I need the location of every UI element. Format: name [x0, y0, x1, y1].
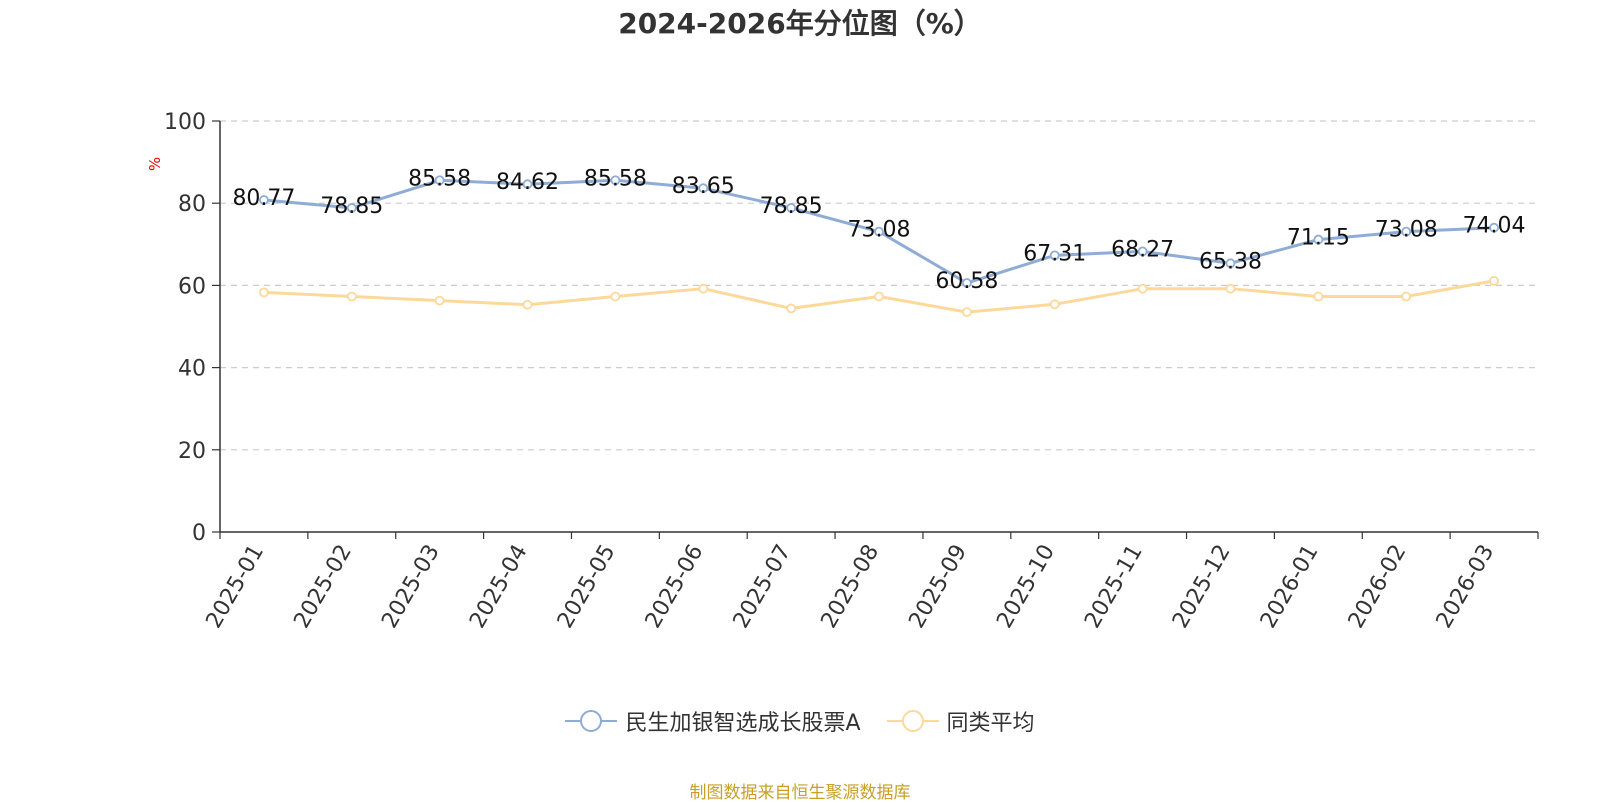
- data-point: [1049, 299, 1060, 310]
- data-point: [346, 291, 357, 302]
- chart-title: 2024-2026年分位图（%）: [618, 7, 982, 40]
- data-point: [346, 203, 357, 213]
- data-point: [259, 287, 269, 298]
- data-label: 67.31: [1023, 241, 1086, 266]
- y-tick-label: 0: [192, 521, 206, 546]
- legend-label: 民生加银智选成长股票A: [625, 711, 861, 736]
- data-label: 74.04: [1463, 214, 1526, 239]
- legend-swatch-icon: [565, 710, 618, 732]
- x-tick-label: 2025-11: [1080, 541, 1148, 633]
- data-label: 80.77: [232, 186, 295, 211]
- y-tick-label: 40: [178, 357, 206, 382]
- data-point: [1137, 283, 1148, 294]
- data-point: [1137, 246, 1148, 257]
- y-tick-label: 60: [178, 274, 206, 299]
- data-point: [1401, 291, 1412, 302]
- data-label: 84.62: [496, 170, 559, 195]
- data-point: [1489, 275, 1499, 286]
- data-point: [1225, 258, 1236, 269]
- x-tick-label: 2026-03: [1432, 541, 1500, 633]
- axes: 0 20 40 60 80 100 2025-01 2025-02 2025-03 2025-04…: [164, 110, 1539, 633]
- data-label: 68.27: [1111, 237, 1174, 262]
- data-point: [1049, 250, 1060, 261]
- data-point: [610, 175, 621, 186]
- y-axis-label: %: [146, 157, 164, 171]
- data-point: [874, 291, 884, 302]
- x-tick-label: 2025-03: [377, 541, 445, 633]
- x-tick-label: 2025-07: [729, 541, 797, 633]
- data-label: 73.08: [1375, 218, 1438, 243]
- data-point: [434, 295, 445, 306]
- data-point: [610, 291, 621, 302]
- data-label: 83.65: [672, 174, 735, 199]
- x-tick-label: 2025-09: [904, 541, 972, 633]
- data-labels: 80.77 78.85 85.58 84.62 85.58 83.65 78.85 73.08…: [232, 166, 1525, 294]
- x-tick-label: 2025-01: [202, 541, 270, 633]
- data-label: 60.58: [935, 269, 998, 294]
- x-tick-label: 2025-08: [817, 541, 885, 633]
- legend-swatch-icon: [886, 710, 939, 732]
- data-point: [259, 195, 269, 205]
- y-tick-label: 100: [164, 110, 206, 135]
- legend-label: 同类平均: [946, 711, 1035, 736]
- x-tick-label: 2026-01: [1256, 541, 1324, 633]
- source-note: 制图数据来自恒生聚源数据库: [689, 783, 911, 803]
- x-tick-label: 2025-12: [1168, 541, 1236, 633]
- data-label: 78.85: [320, 194, 383, 219]
- legend-swatch-circle: [580, 710, 603, 732]
- data-point: [1313, 291, 1324, 302]
- data-point: [522, 179, 533, 190]
- data-point: [1225, 283, 1236, 294]
- x-tick-label: 2025-02: [289, 541, 357, 633]
- x-tick-label: 2025-05: [553, 541, 621, 633]
- data-label: 78.85: [760, 194, 823, 219]
- legend: 民生加银智选成长股票A 同类平均: [0, 705, 1600, 737]
- data-point: [698, 183, 709, 194]
- data-point: [698, 283, 709, 294]
- data-point: [786, 203, 797, 213]
- x-tick-label: 2026-02: [1344, 541, 1412, 633]
- legend-item-1[interactable]: 同类平均: [886, 705, 1035, 737]
- data-point: [961, 278, 972, 288]
- data-label: 73.08: [848, 218, 911, 243]
- data-point: [434, 175, 445, 186]
- x-tick-label: 2025-10: [992, 541, 1060, 633]
- legend-item-0[interactable]: 民生加银智选成长股票A: [565, 705, 861, 737]
- legend-swatch-circle: [901, 710, 924, 732]
- data-point: [961, 307, 972, 318]
- data-label: 85.58: [408, 166, 471, 191]
- data-point: [522, 299, 533, 310]
- x-tick-label: 2025-06: [641, 541, 709, 633]
- data-label: 71.15: [1287, 226, 1350, 251]
- data-label: 85.58: [584, 166, 647, 191]
- y-tick-label: 20: [178, 439, 206, 464]
- series-lines: [259, 175, 1499, 318]
- data-point: [874, 226, 884, 237]
- data-point: [1401, 226, 1412, 237]
- data-point: [1313, 234, 1324, 245]
- data-point: [786, 303, 797, 314]
- x-tick-label: 2025-04: [465, 541, 533, 633]
- data-point: [1489, 222, 1499, 233]
- y-tick-label: 80: [178, 192, 206, 217]
- data-label: 65.38: [1199, 249, 1262, 274]
